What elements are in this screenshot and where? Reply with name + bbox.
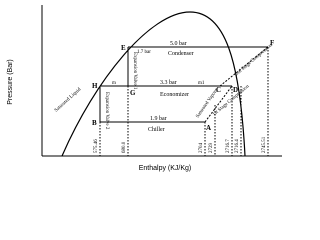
enthalpy-value: 575.46 <box>94 139 99 153</box>
pressure-label: 5.0 bar <box>170 41 187 47</box>
ph-diagram: Pressure (Bar) Enthalpy (KJ/Kg) E F H G … <box>7 5 282 172</box>
point-label: E <box>121 44 126 52</box>
point-label: G <box>130 89 136 97</box>
point-label: B <box>92 119 97 127</box>
y-label: Pressure (Bar) <box>7 59 14 105</box>
enthalpy-value: 2716.4 <box>235 139 240 153</box>
region-label: Chiller <box>148 127 165 133</box>
flow-label: m <box>112 81 116 86</box>
stage1-line <box>204 85 233 123</box>
point-label: A <box>206 124 211 132</box>
enthalpy-value: 680.0 <box>122 141 127 153</box>
process-label: Saturated Liquid <box>54 87 83 113</box>
point-label: F <box>270 39 274 47</box>
process-label: Expansion Valve 1 <box>132 52 137 90</box>
process-label: Expansion Valve 2 <box>104 92 109 130</box>
saturation-dome <box>61 11 246 157</box>
region-label: Economizer <box>160 92 189 98</box>
pressure-label: 1.9 bar <box>150 116 167 122</box>
pressure-label: 3.3 bar <box>160 80 177 86</box>
enthalpy-value: 2745.51 <box>262 136 267 153</box>
point-label: C <box>216 86 221 94</box>
pressure-label: 1.7 bar <box>137 50 151 55</box>
enthalpy-value: 2704 <box>199 143 204 154</box>
enthalpy-guides <box>99 47 269 156</box>
region-label: Condenser <box>168 51 194 57</box>
enthalpy-value: 2716.7 <box>226 139 231 153</box>
point-label: D <box>233 86 238 94</box>
enthalpy-value: 2729 <box>209 143 214 154</box>
point-label: H <box>92 82 98 90</box>
flow-label: m1 <box>198 81 205 86</box>
x-label: Enthalpy (KJ/Kg) <box>139 165 192 172</box>
enthalpy-values: 575.46 680.0 2704 2729 2716.7 2716.4 2745.51 <box>94 136 267 153</box>
